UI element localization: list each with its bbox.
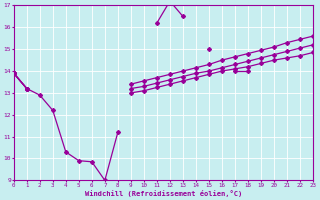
X-axis label: Windchill (Refroidissement éolien,°C): Windchill (Refroidissement éolien,°C) xyxy=(85,190,242,197)
